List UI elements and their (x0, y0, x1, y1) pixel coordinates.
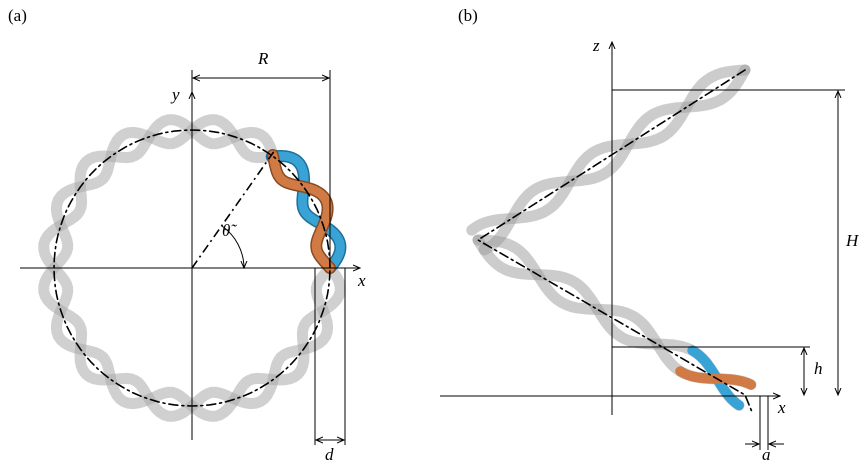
angle-line (191, 149, 276, 269)
strand (478, 64, 751, 256)
diameter-label: d (325, 445, 334, 463)
angle-label: θ̃ (222, 221, 237, 240)
axis-label: y (170, 85, 180, 104)
strand-orange (268, 150, 335, 273)
panel-label: (b) (458, 6, 478, 25)
radius-label: R (257, 49, 269, 68)
angle-arc (221, 225, 244, 268)
pitch-label: h (814, 359, 823, 378)
strand-blue (267, 151, 345, 273)
strands (38, 64, 757, 422)
strand (466, 64, 751, 236)
axis-label: x (777, 398, 786, 417)
axis-label: z (592, 36, 600, 55)
height-label: H (845, 231, 860, 250)
offset-label: a (762, 445, 771, 463)
panel-label: (a) (8, 6, 27, 25)
strand-orange (675, 366, 756, 390)
axis-label: x (357, 271, 366, 290)
